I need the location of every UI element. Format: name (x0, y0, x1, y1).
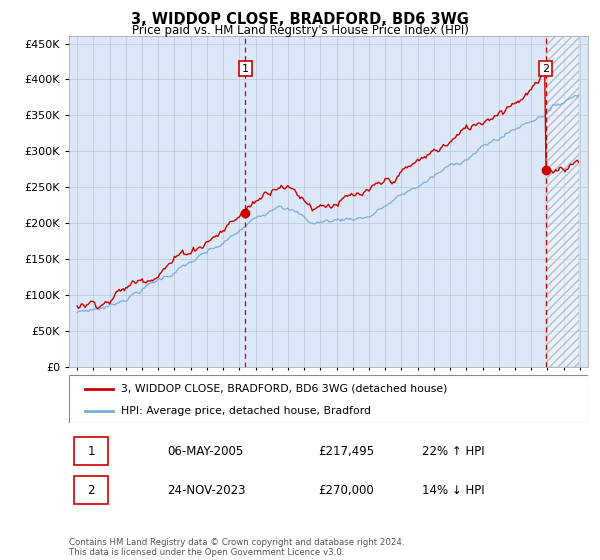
Text: Price paid vs. HM Land Registry's House Price Index (HPI): Price paid vs. HM Land Registry's House … (131, 24, 469, 38)
Text: 3, WIDDOP CLOSE, BRADFORD, BD6 3WG: 3, WIDDOP CLOSE, BRADFORD, BD6 3WG (131, 12, 469, 27)
Text: 1: 1 (88, 445, 95, 458)
FancyBboxPatch shape (74, 477, 108, 504)
Text: 06-MAY-2005: 06-MAY-2005 (167, 445, 244, 458)
Text: 22% ↑ HPI: 22% ↑ HPI (422, 445, 485, 458)
Text: 2: 2 (88, 484, 95, 497)
Text: £270,000: £270,000 (318, 484, 374, 497)
FancyBboxPatch shape (69, 375, 588, 423)
Text: 24-NOV-2023: 24-NOV-2023 (167, 484, 246, 497)
Text: 14% ↓ HPI: 14% ↓ HPI (422, 484, 485, 497)
Text: 2: 2 (542, 64, 550, 74)
FancyBboxPatch shape (74, 437, 108, 465)
Text: 3, WIDDOP CLOSE, BRADFORD, BD6 3WG (detached house): 3, WIDDOP CLOSE, BRADFORD, BD6 3WG (deta… (121, 384, 447, 394)
Text: 1: 1 (242, 64, 249, 74)
Text: Contains HM Land Registry data © Crown copyright and database right 2024.
This d: Contains HM Land Registry data © Crown c… (69, 538, 404, 557)
Text: £217,495: £217,495 (318, 445, 374, 458)
Text: HPI: Average price, detached house, Bradford: HPI: Average price, detached house, Brad… (121, 406, 371, 416)
